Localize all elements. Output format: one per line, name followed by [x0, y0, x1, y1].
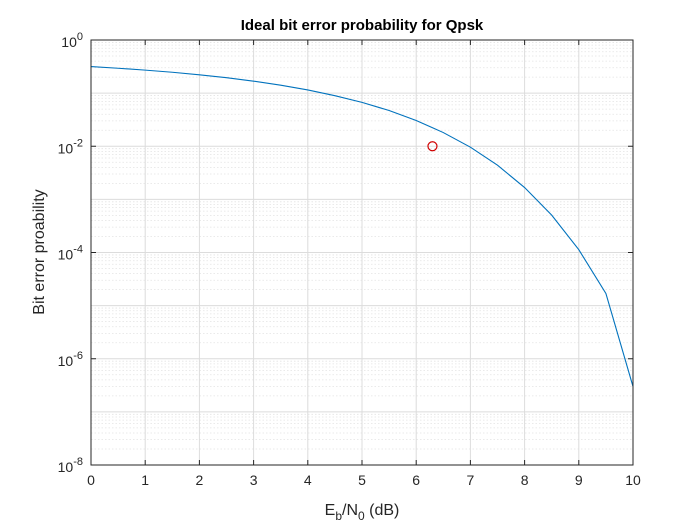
y-tick-label-base: 10 — [58, 353, 74, 369]
x-tick-label: 8 — [521, 472, 529, 488]
y-tick-label: 10-6 — [58, 350, 83, 369]
x-tick-label: 5 — [358, 472, 366, 488]
x-axis-label-base: E — [325, 502, 336, 519]
y-tick-label-exponent: -6 — [73, 350, 83, 362]
y-tick-label-exponent: 0 — [77, 31, 83, 43]
target-ber-marker — [427, 141, 438, 152]
x-tick-label: 6 — [412, 472, 420, 488]
x-tick-label: 0 — [87, 472, 95, 488]
x-tick-label: 4 — [304, 472, 312, 488]
y-tick-label-exponent: -2 — [73, 137, 83, 149]
ber-curve-line — [90, 66, 634, 387]
y-tick-label-base: 10 — [58, 140, 74, 156]
chart-title: Ideal bit error probability for Qpsk — [241, 17, 484, 34]
x-tick-label: 9 — [575, 472, 583, 488]
series-layer — [90, 66, 634, 387]
y-tick-label: 10-4 — [58, 244, 83, 263]
y-axis-label: Bit error proability — [31, 189, 48, 314]
x-tick-label: 7 — [467, 472, 475, 488]
x-tick-label: 3 — [250, 472, 258, 488]
y-tick-label-base: 10 — [58, 247, 74, 263]
y-tick-label-base: 10 — [58, 459, 74, 475]
y-tick-label: 10-8 — [58, 456, 83, 475]
x-axis-label-tail: (dB) — [365, 502, 400, 519]
x-axis-label-mid: /N — [342, 502, 358, 519]
x-tick-label: 1 — [141, 472, 149, 488]
x-tick-labels: 0 1 2 3 4 5 6 7 8 9 10 — [87, 472, 641, 488]
y-tick-label: 10-2 — [58, 137, 83, 156]
y-tick-label-base: 10 — [61, 34, 77, 50]
y-tick-label-exponent: -4 — [73, 244, 83, 256]
x-tick-label: 10 — [625, 472, 641, 488]
x-tick-label: 2 — [196, 472, 204, 488]
x-axis-label-sub1: b — [335, 509, 342, 523]
x-axis-label-sub2: 0 — [358, 509, 365, 523]
axes-box — [90, 39, 634, 466]
y-tick-label: 100 — [61, 31, 83, 50]
y-tick-label-exponent: -8 — [73, 456, 83, 468]
x-axis-label: Eb/N0 (dB) — [325, 502, 400, 523]
